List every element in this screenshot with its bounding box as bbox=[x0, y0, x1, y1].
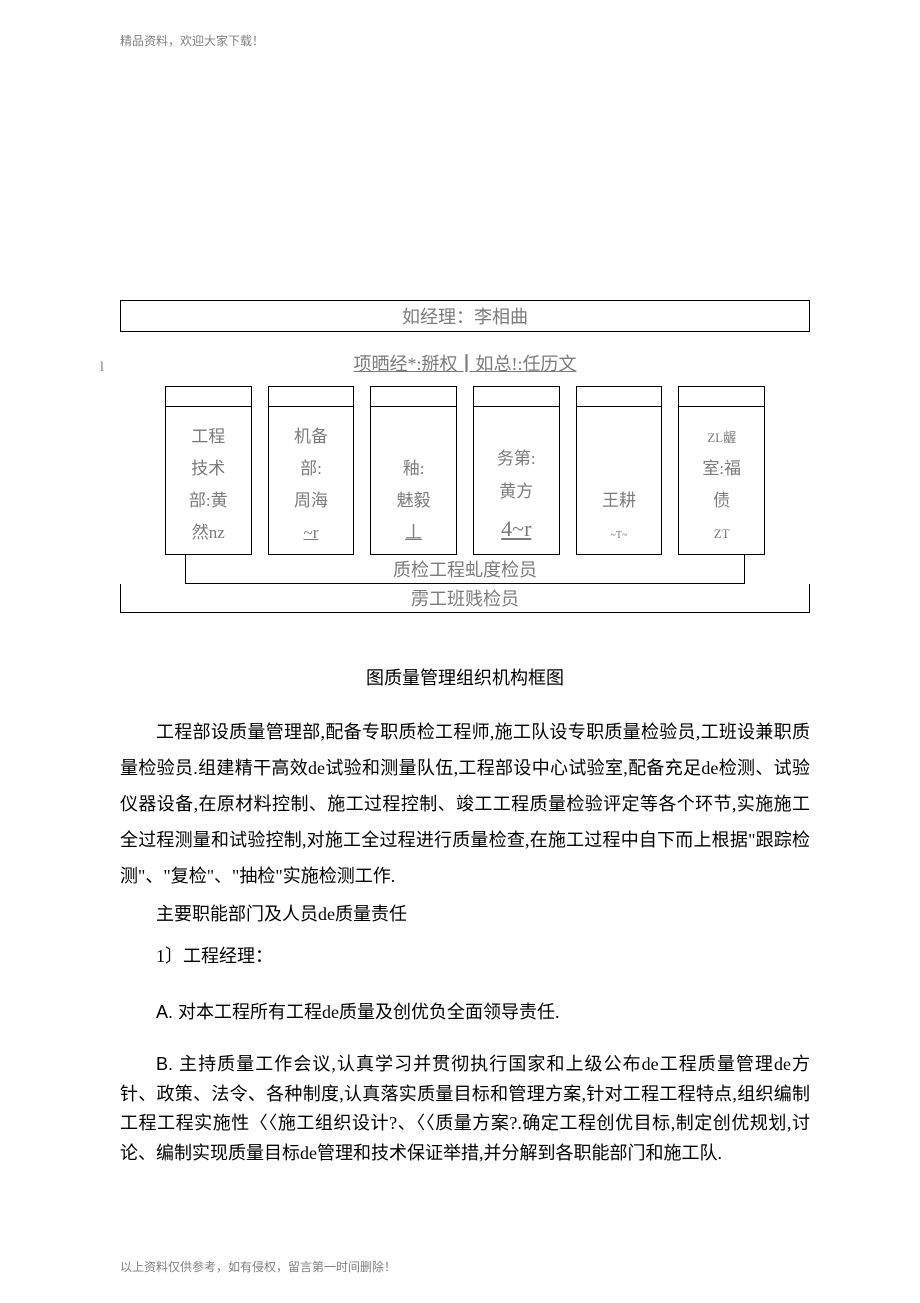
org-cell-5: 王耕 ~T~ bbox=[576, 407, 662, 555]
org-bottom-box-1: 质检工程虬度检员 bbox=[185, 555, 745, 584]
l-mark: l bbox=[100, 360, 104, 376]
org-cell-2: 机备 部: 周海 ~r bbox=[268, 407, 354, 555]
item-b: B. 主持质量工作会议,认真学习并贯彻执行国家和上级公布de工程质量管理de方针… bbox=[120, 1050, 810, 1169]
org-cell-6: ZL龌 室:福 债 ZT bbox=[679, 407, 765, 555]
org-cell-1: 工程 技术 部:黄 然nz bbox=[166, 407, 252, 555]
figure-caption: 图质量管理组织机构框图 bbox=[120, 660, 810, 696]
sub-heading: 主要职能部门及人员de质量责任 bbox=[120, 896, 810, 932]
footer-note: 以上资料仅供参考，如有侵权，留言第一时间删除！ bbox=[120, 1258, 396, 1275]
org-chart: 如经理：李相曲 l 项晒经*:掰权┃如总!:任历文 工程 技术 部:黄 然nz … bbox=[120, 300, 810, 613]
header-note: 精品资料，欢迎大家下载！ bbox=[120, 32, 264, 49]
org-cell-4: 务第: 黄方 4~r bbox=[474, 407, 560, 555]
item-a: A. 对本工程所有工程de质量及创优负全面领导责任. bbox=[120, 994, 810, 1030]
org-bottom-box-2: 雳工班贱检员 bbox=[120, 584, 810, 613]
body-content: 图质量管理组织机构框图 工程部设质量管理部,配备专职质检工程师,施工队设专职质量… bbox=[120, 660, 810, 1169]
org-mid-table: 工程 技术 部:黄 然nz 机备 部: 周海 ~r 釉: 魅毅 丄 bbox=[165, 386, 765, 555]
paragraph-1: 工程部设质量管理部,配备专职质检工程师,施工队设专职质量检验员,工班设兼职质量检… bbox=[120, 714, 810, 894]
item-1: 1〕工程经理： bbox=[120, 938, 810, 974]
org-top-box: 如经理：李相曲 bbox=[120, 300, 810, 332]
org-second-line: 项晒经*:掰权┃如总!:任历文 bbox=[354, 350, 577, 376]
org-cell-3: 釉: 魅毅 丄 bbox=[371, 407, 457, 555]
